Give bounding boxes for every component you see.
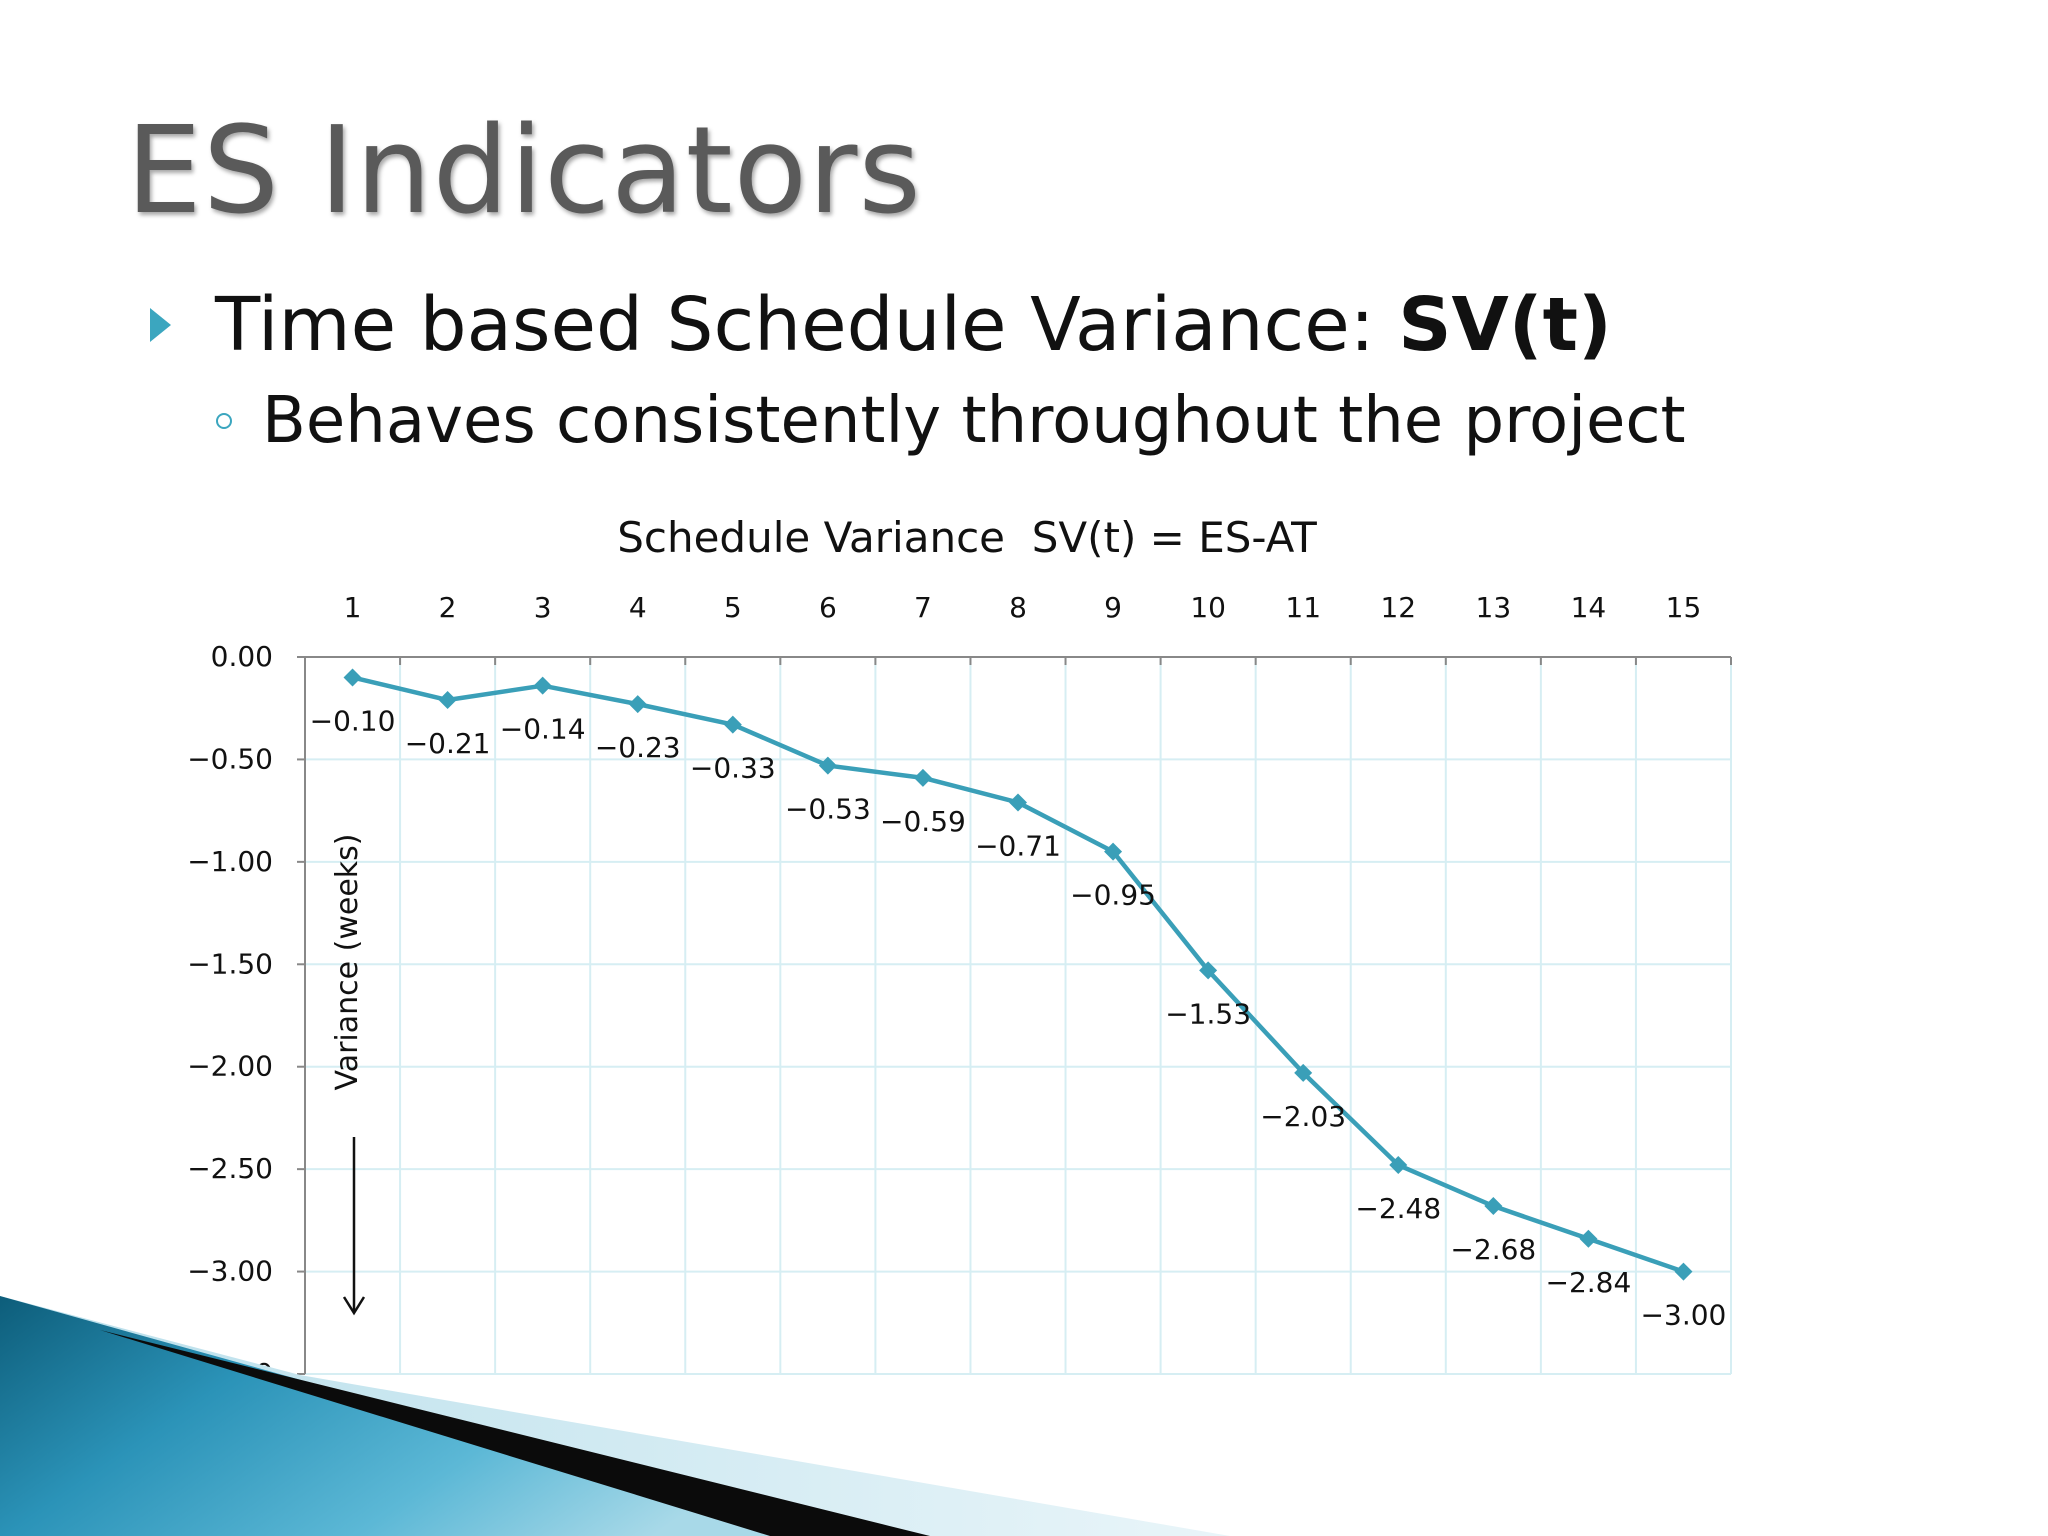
bullet-2-text: Behaves consistently throughout the proj…: [262, 384, 1686, 458]
x-tick-label: 1: [344, 591, 362, 624]
series-markers: [343, 668, 1693, 1281]
x-tick-label: 3: [534, 591, 552, 624]
data-label: −1.53: [1165, 997, 1251, 1030]
slide-title: ES Indicators: [126, 102, 922, 241]
y-tick-label: −1.50: [187, 947, 273, 980]
y-tick-label: −0.50: [187, 742, 273, 775]
data-point-marker: [1294, 1063, 1313, 1082]
data-point-marker: [913, 768, 932, 787]
data-point-marker: [343, 668, 362, 687]
bullet-1-prefix: Time based Schedule Variance:: [215, 282, 1399, 368]
x-tick-label: 9: [1104, 591, 1122, 624]
triangle-bullet-icon: [150, 308, 171, 342]
bullet-1: Time based Schedule Variance: SV(t): [150, 282, 1612, 368]
data-point-marker: [1104, 842, 1123, 861]
x-tick-label: 8: [1009, 591, 1027, 624]
circle-bullet-icon: [216, 413, 232, 429]
data-point-marker: [723, 715, 742, 734]
y-tick-label: −2.00: [187, 1050, 273, 1083]
x-tick-label: 6: [819, 591, 837, 624]
data-label: −0.53: [785, 793, 871, 826]
data-label: −0.23: [595, 731, 681, 764]
chart-axes: [297, 656, 1732, 1375]
data-point-marker: [818, 756, 837, 775]
chart-title: Schedule Variance SV(t) = ES-AT: [617, 513, 1317, 562]
y-tick-label: 0.00: [211, 640, 273, 673]
data-label: −2.84: [1545, 1266, 1631, 1299]
x-tick-label: 5: [724, 591, 742, 624]
x-tick-label: 14: [1571, 591, 1607, 624]
x-tick-label: 11: [1285, 591, 1321, 624]
data-point-marker: [1674, 1262, 1693, 1281]
y-axis-down-arrow-icon: [342, 1137, 366, 1316]
data-label: −2.68: [1450, 1233, 1536, 1266]
data-point-marker: [1199, 961, 1218, 980]
x-tick-label: 2: [439, 591, 457, 624]
bullet-1-text: Time based Schedule Variance: SV(t): [215, 282, 1612, 368]
data-label: −0.71: [975, 829, 1061, 862]
data-label: −0.33: [690, 752, 776, 785]
data-label: −2.48: [1355, 1192, 1441, 1225]
data-label: −0.95: [1070, 879, 1156, 912]
data-label: −0.21: [405, 727, 491, 760]
data-point-marker: [438, 691, 457, 710]
data-labels: −0.10 −0.21 −0.14 −0.23 −0.33 −0.53 −0.59 −0.71…: [310, 704, 1727, 1331]
x-tick-label: 15: [1666, 591, 1702, 624]
data-label: −0.14: [500, 713, 586, 746]
x-tick-label: 10: [1190, 591, 1226, 624]
x-tick-label: 13: [1476, 591, 1512, 624]
data-point-marker: [1009, 793, 1027, 812]
data-label: −0.10: [310, 704, 396, 737]
data-point-marker: [533, 676, 552, 695]
x-tick-label: 12: [1380, 591, 1416, 624]
y-axis-label: Variance (weeks): [330, 834, 365, 1091]
data-label: −2.03: [1260, 1100, 1346, 1133]
x-tick-label: 7: [914, 591, 932, 624]
y-tick-label: −2.50: [187, 1152, 273, 1185]
data-label: −0.59: [880, 805, 966, 838]
bullet-2: Behaves consistently throughout the proj…: [216, 384, 1686, 458]
data-point-marker: [1579, 1229, 1598, 1248]
data-point-marker: [1484, 1197, 1503, 1216]
data-label: −3.00: [1641, 1299, 1727, 1332]
bullet-1-bold: SV(t): [1398, 282, 1612, 368]
y-tick-label: −3.00: [187, 1255, 273, 1288]
y-tick-label: −1.00: [187, 845, 273, 878]
x-tick-labels: 1 2 3 4 5 6 7 8 9 10 11 12 13 14 15: [344, 591, 1702, 624]
x-tick-label: 4: [629, 591, 647, 624]
data-point-marker: [1389, 1156, 1408, 1175]
data-point-marker: [628, 695, 647, 714]
